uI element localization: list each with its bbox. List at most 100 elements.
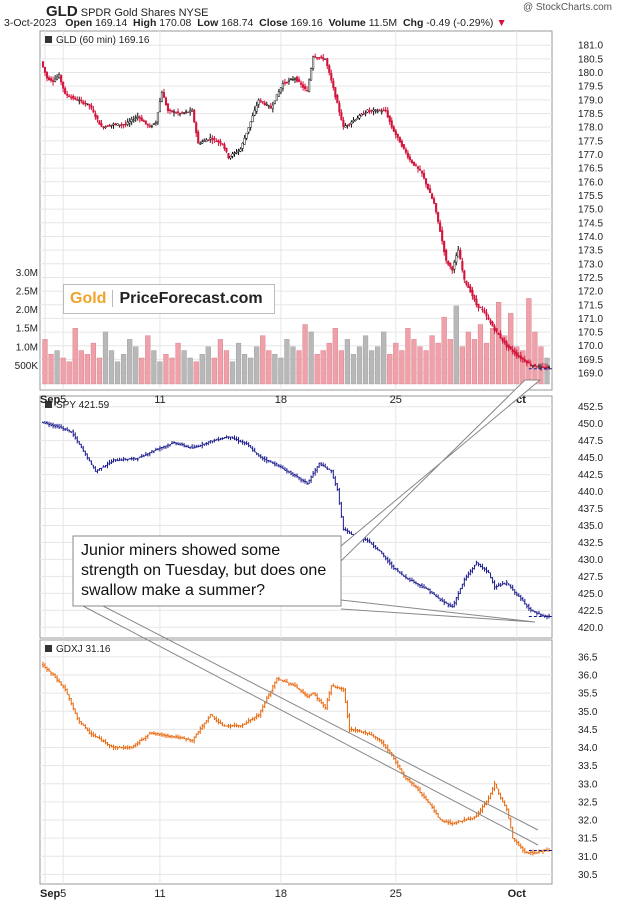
y-tick-label: 180.5 — [578, 54, 603, 65]
candle-body — [416, 166, 420, 169]
candle-body — [467, 284, 470, 289]
candle-body — [394, 130, 397, 135]
candle-body — [368, 110, 371, 112]
candle-body — [239, 148, 242, 152]
candle-body — [116, 123, 119, 126]
candle-body — [306, 90, 309, 92]
candle-body — [66, 93, 69, 96]
volume-bar — [278, 357, 284, 385]
candle-body — [483, 310, 486, 313]
candle-body — [118, 124, 121, 126]
candle-body — [86, 103, 89, 105]
y-tick-label: 31.0 — [578, 852, 598, 863]
volume-bar — [441, 316, 447, 385]
candle-body — [398, 136, 401, 143]
volume-bar — [526, 298, 532, 385]
y-tick-label: 171.5 — [578, 300, 603, 311]
site-logo: Gold PriceForecast.com — [63, 284, 275, 314]
volume-bar — [344, 339, 351, 385]
y-tick-label: 31.5 — [578, 834, 598, 845]
candle-body — [291, 79, 295, 81]
candle-body — [350, 121, 353, 125]
volume-bar — [211, 357, 217, 385]
candle-body — [328, 65, 331, 73]
candle-body — [316, 57, 319, 59]
y-tick-label: 173.0 — [578, 259, 603, 270]
candle-body — [241, 142, 244, 149]
pointer-to-gdxj — [102, 605, 539, 831]
volume-bar — [544, 357, 550, 385]
candle-body — [106, 125, 109, 127]
candle-body — [302, 84, 305, 88]
candle-body — [88, 103, 91, 106]
candle-body — [513, 350, 516, 354]
candle-body — [318, 57, 321, 59]
x-tick-label: 25 — [390, 394, 402, 406]
candle-body — [386, 110, 389, 118]
candle-body — [114, 123, 117, 126]
panel-frame — [39, 30, 553, 391]
candle-body — [517, 355, 520, 358]
candle-body — [527, 361, 530, 364]
candle-body — [447, 260, 450, 265]
candle-body — [358, 115, 361, 119]
candle-body — [362, 113, 365, 115]
panel-label-icon — [45, 401, 52, 408]
quote-date: 3-Oct-2023 — [4, 17, 57, 29]
volume-bar — [375, 346, 381, 385]
volume-bar — [405, 328, 411, 385]
candle-body — [404, 149, 407, 153]
panel-label-icon — [45, 645, 52, 652]
candle-body — [94, 113, 97, 118]
volume-bar — [459, 346, 465, 385]
volume-tick-label: 1.0M — [16, 342, 38, 353]
candle-body — [215, 140, 218, 142]
candle-body — [179, 113, 182, 115]
candle-body — [51, 80, 55, 82]
y-tick-label: 180.0 — [578, 68, 603, 79]
candle-body — [491, 321, 494, 327]
pointer-to-gld — [340, 379, 542, 562]
candle-body — [261, 101, 264, 103]
candle-body — [376, 110, 379, 113]
candle-body — [168, 109, 172, 112]
close-value: 169.16 — [290, 17, 323, 29]
candle-body — [429, 188, 432, 194]
volume-bar — [447, 339, 453, 385]
volume-bar — [235, 342, 242, 385]
candle-body — [525, 360, 528, 364]
candle-body — [243, 137, 246, 145]
candle-body — [364, 112, 367, 114]
candle-body — [148, 125, 151, 127]
volume-bar — [496, 301, 502, 385]
y-tick-label: 36.5 — [578, 652, 598, 663]
candle-body — [78, 99, 81, 102]
volume-bar — [248, 357, 254, 385]
volume-bar — [502, 335, 508, 385]
candle-body — [461, 260, 464, 271]
x-tick-label: 18 — [275, 888, 287, 900]
y-tick-label: 422.5 — [578, 606, 603, 617]
candle-body — [64, 88, 67, 94]
candle-body — [382, 109, 385, 112]
candle-body — [49, 78, 53, 81]
panel-label: GDXJ 31.16 — [56, 644, 111, 655]
candle-body — [354, 119, 357, 122]
x-tick-label: Sep — [40, 394, 60, 406]
y-tick-label: 445.0 — [578, 453, 603, 464]
callout-box — [72, 535, 342, 607]
candle-body — [336, 94, 339, 104]
candle-body — [473, 295, 476, 300]
candle-body — [275, 94, 278, 101]
candle-body — [390, 120, 393, 128]
volume-bar — [308, 331, 314, 385]
candle-body — [523, 359, 526, 362]
candle-body — [295, 76, 299, 82]
candle-body — [237, 150, 240, 152]
y-tick-label: 177.5 — [578, 136, 603, 147]
candle-body — [378, 109, 381, 112]
volume-label: Volume — [328, 17, 366, 29]
volume-bar — [133, 346, 139, 385]
candle-body — [537, 365, 541, 368]
